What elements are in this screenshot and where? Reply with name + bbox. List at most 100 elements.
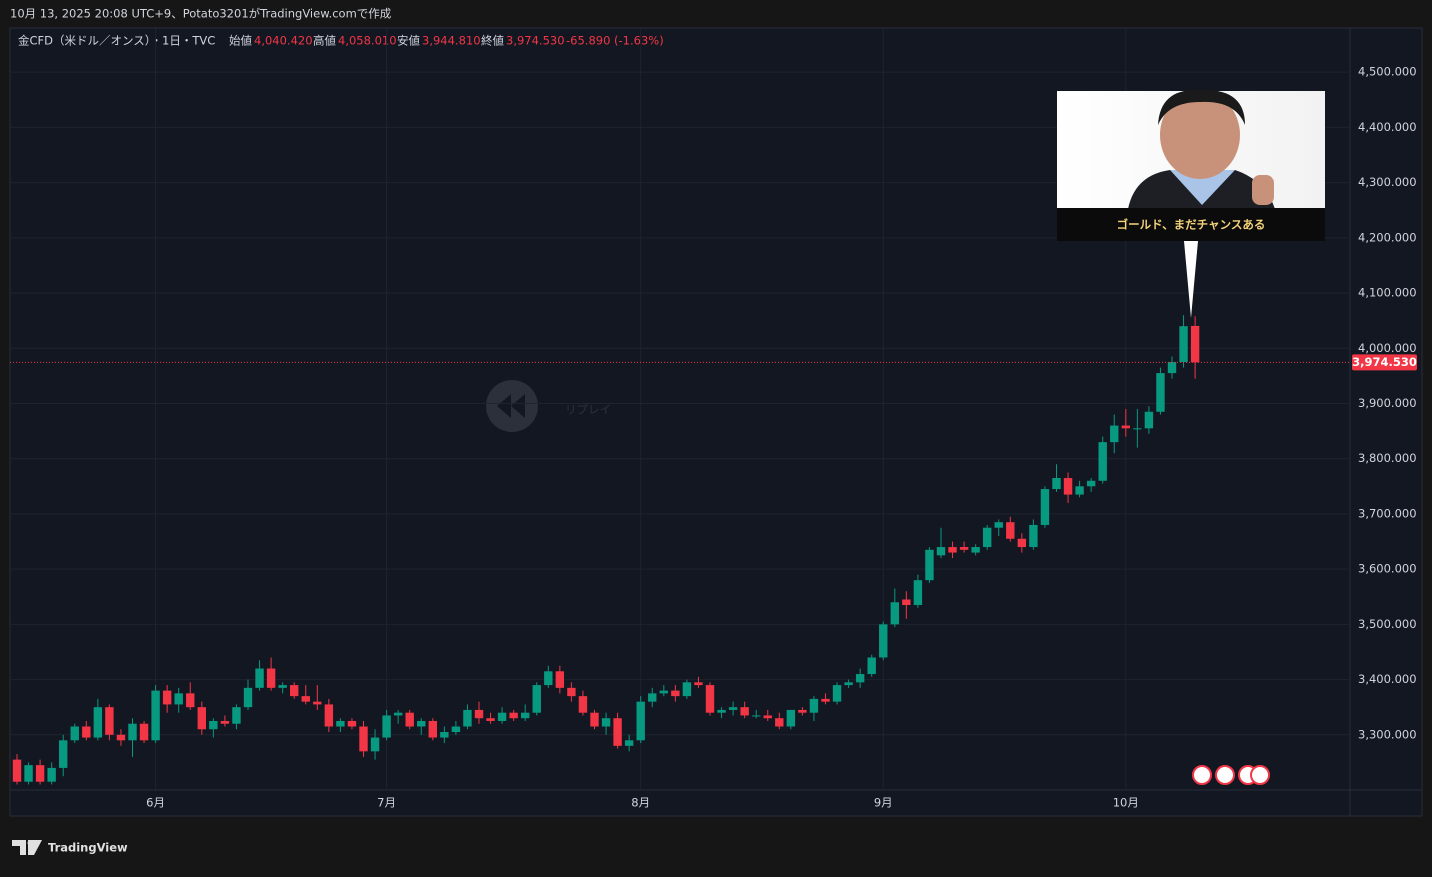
candle-body	[336, 720, 345, 727]
ohlc-legend: 始値 4,040.420 高値 4,058.010 安値 3,944.810 終値 3,974…	[229, 34, 664, 48]
replay-icon-arrows	[497, 394, 525, 418]
candle-body	[879, 624, 888, 658]
candle-body	[1052, 478, 1061, 490]
candle-body	[1110, 425, 1119, 443]
candle-body	[209, 720, 218, 730]
candle-body	[1156, 373, 1165, 412]
candle-body	[786, 709, 796, 727]
x-tick-label: 9月	[874, 796, 893, 810]
candle-body	[255, 668, 264, 688]
candle-body	[1017, 538, 1027, 548]
candle-body	[1006, 522, 1015, 539]
change: -65.890 (-1.63%)	[566, 34, 664, 48]
candle-body	[162, 690, 172, 705]
candle-body	[855, 674, 865, 683]
candle-body	[971, 547, 980, 553]
candle-body	[47, 767, 56, 782]
candle-body	[428, 720, 437, 738]
callout: ゴールド、まだチャンスある	[1057, 89, 1325, 318]
event-icon[interactable]	[1215, 765, 1235, 785]
candle-body	[740, 707, 749, 716]
candle-body	[324, 704, 334, 727]
x-tick-label: 8月	[631, 796, 650, 810]
candle-body	[913, 580, 923, 606]
candle-body	[925, 549, 934, 581]
candle-body	[197, 707, 206, 730]
candle-body	[1040, 489, 1050, 525]
candle-body	[601, 718, 611, 727]
candle-body	[220, 720, 230, 724]
y-tick-label: 4,300.000	[1358, 175, 1417, 189]
y-tick-label: 3,700.000	[1358, 506, 1417, 520]
candle-body	[890, 602, 899, 625]
footer: TradingView	[12, 840, 128, 855]
candle-body	[347, 720, 357, 727]
plot: 3,300.000 3,400.000 3,500.000 3,600.000 3,70…	[10, 28, 1417, 810]
ohlc-label: 始値	[229, 34, 252, 48]
candle-body	[405, 712, 414, 727]
candle-body	[105, 707, 114, 735]
candle-body	[1190, 325, 1200, 363]
footer-logo	[12, 840, 42, 855]
event-icon[interactable]	[1250, 765, 1270, 785]
candle-body	[532, 685, 541, 713]
callout-band	[1057, 208, 1325, 241]
candle-body	[544, 671, 553, 686]
candle-body	[382, 715, 391, 738]
last-price-tag	[1352, 354, 1417, 371]
candle-body	[35, 765, 45, 782]
candle-body	[116, 734, 126, 741]
candle-body	[636, 701, 645, 741]
candle-body	[1063, 478, 1073, 495]
candle-body	[290, 685, 299, 697]
candle-body	[186, 693, 195, 708]
figure-shirt	[1170, 170, 1235, 205]
candle-body	[832, 685, 842, 702]
candle-body	[752, 715, 761, 717]
figure-hand	[1252, 175, 1274, 205]
y-tick-label: 4,100.000	[1358, 286, 1417, 300]
candle-body	[1086, 480, 1096, 487]
y-tick-label: 4,000.000	[1358, 341, 1417, 355]
candle-body	[486, 718, 495, 721]
ohlc-value: 3,944.810	[422, 34, 481, 48]
y-tick-label: 3,400.000	[1358, 672, 1417, 686]
ohlc-label: 安値	[397, 34, 420, 48]
y-tick-label: 3,500.000	[1358, 617, 1417, 631]
candle-body	[983, 527, 992, 548]
candle-body	[521, 712, 530, 719]
candle-body	[1098, 442, 1107, 481]
candle-body	[93, 707, 103, 738]
watermark: リプレイ	[565, 403, 611, 417]
caption: 10月 13, 2025 20:08 UTC+9、Potato3201がTrad…	[10, 7, 392, 21]
figure-face	[1160, 91, 1240, 179]
ohlc-value: 3,974.530	[506, 34, 565, 48]
candle-body	[1075, 486, 1084, 495]
candle-body	[671, 690, 680, 697]
candle-body	[463, 709, 472, 727]
candle-body	[809, 698, 819, 713]
candle-body	[278, 685, 287, 688]
candle-body	[624, 740, 634, 746]
candle-body	[451, 726, 461, 733]
event-icon[interactable]	[1192, 765, 1212, 785]
candle-body	[567, 687, 576, 697]
candle-body	[694, 682, 703, 686]
candle-body	[174, 693, 183, 705]
figure-hair	[1158, 89, 1245, 125]
y-tick-label: 3,600.000	[1358, 562, 1417, 576]
y-tick-label: 4,400.000	[1358, 120, 1417, 134]
candle-body	[798, 709, 807, 713]
footer-brand: TradingView	[48, 841, 128, 855]
candle-body	[959, 547, 969, 550]
candle-body	[393, 712, 403, 716]
ohlc-value: 4,058.010	[338, 34, 397, 48]
candle-body	[867, 657, 876, 675]
candle-body	[1179, 326, 1188, 363]
candle-body	[417, 720, 426, 727]
candle-body	[948, 547, 957, 553]
candle-body	[266, 668, 276, 688]
candle-body	[301, 696, 310, 702]
candle-body	[474, 709, 484, 719]
